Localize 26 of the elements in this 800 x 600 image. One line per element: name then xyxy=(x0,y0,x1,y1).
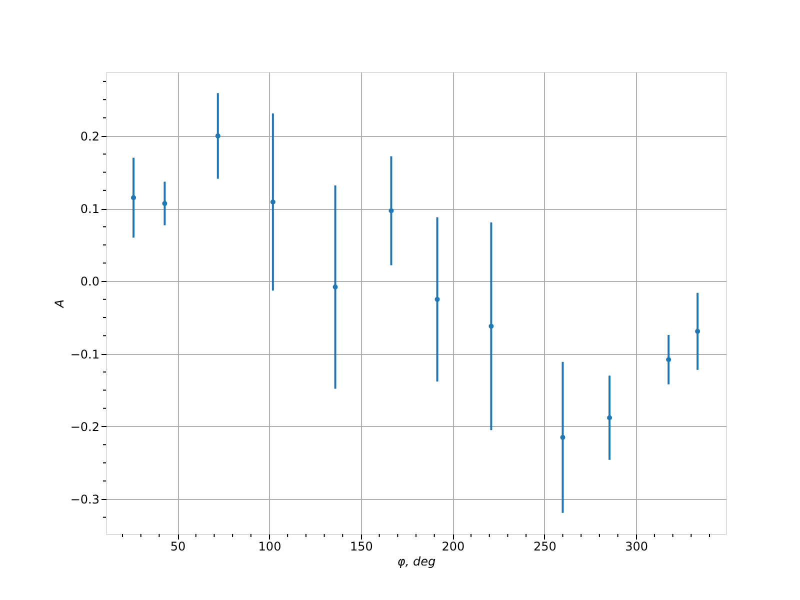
y-tick-label: −0.3 xyxy=(70,492,100,507)
point xyxy=(332,284,338,290)
point xyxy=(215,133,220,138)
x-axis-title: φ, deg xyxy=(397,554,436,568)
point xyxy=(560,434,566,440)
point xyxy=(270,200,276,205)
y-tick-label: 0.0 xyxy=(80,274,100,289)
x-tick-label: 300 xyxy=(625,540,648,554)
point xyxy=(488,324,494,329)
x-tick-label: 200 xyxy=(442,540,465,554)
point xyxy=(162,200,168,206)
x-tick-label: 100 xyxy=(258,540,282,554)
y-tick-label: −0.1 xyxy=(70,347,100,362)
y-tick-label: 0.1 xyxy=(80,202,100,216)
point xyxy=(388,208,394,214)
x-tick-label: 250 xyxy=(533,540,556,554)
y-tick-label: 0.2 xyxy=(80,129,100,144)
x-tick-label: 50 xyxy=(170,540,186,554)
x-tick-label: 150 xyxy=(350,540,373,554)
point xyxy=(607,415,612,420)
y-axis-title: A xyxy=(52,299,66,309)
point xyxy=(695,328,700,334)
point xyxy=(434,296,440,302)
point xyxy=(666,357,672,362)
point xyxy=(131,195,136,200)
y-tick-label: −0.2 xyxy=(70,420,100,434)
